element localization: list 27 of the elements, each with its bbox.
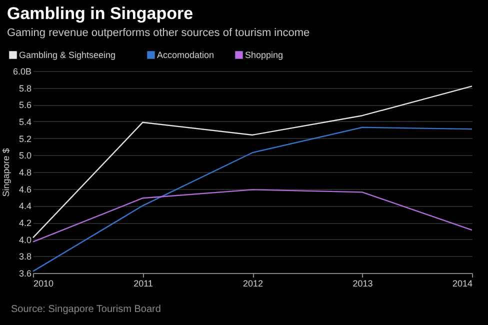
- y-tick-label: 4.6: [18, 184, 32, 194]
- y-tick-label: 4.8: [18, 168, 32, 178]
- legend-label: Shopping: [245, 50, 284, 60]
- chart-subtitle: Gaming revenue outperforms other sources of tourism income: [7, 27, 310, 39]
- y-tick-label: 3.6: [18, 268, 32, 278]
- y-tick-label: 4.0: [18, 234, 32, 245]
- source-note: Source: Singapore Tourism Board: [11, 304, 161, 315]
- y-tick-label: 6.0B: [12, 66, 32, 76]
- y-tick-label: 5.8: [18, 83, 32, 94]
- line-series: [32, 86, 473, 238]
- y-tick-label: 4.2: [18, 218, 32, 228]
- legend-label: Accomodation: [157, 50, 214, 60]
- y-tick-label: 5.6: [18, 100, 32, 110]
- y-tick-label: 4.4: [18, 201, 32, 212]
- x-tick-label: 2012: [242, 278, 264, 288]
- x-tick-label: 2011: [134, 278, 153, 288]
- y-tick-label: 5.4: [18, 117, 32, 127]
- x-tick-label: 2014: [452, 278, 472, 288]
- chart-title: Gambling in Singapore: [7, 4, 194, 23]
- x-tick-label: 2010: [34, 278, 54, 288]
- line-series: [32, 189, 473, 242]
- legend-label: Gambling & Sightseeing: [19, 50, 116, 60]
- y-tick-label: 5.2: [18, 134, 32, 144]
- y-tick-label: 3.8: [18, 252, 32, 262]
- y-tick-label: 5.0: [18, 150, 32, 161]
- y-axis-title: Singapore $: [0, 148, 11, 197]
- x-tick-label: 2013: [352, 278, 373, 288]
